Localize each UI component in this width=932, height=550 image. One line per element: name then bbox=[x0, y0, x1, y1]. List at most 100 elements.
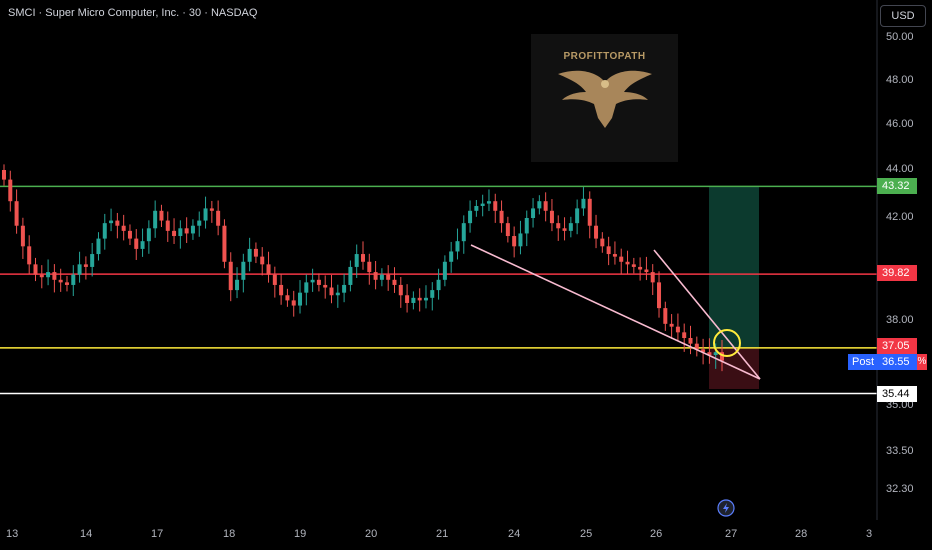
candle bbox=[52, 264, 57, 293]
time-tick: 21 bbox=[436, 528, 449, 540]
candle bbox=[411, 291, 416, 310]
candle bbox=[121, 214, 126, 241]
candle bbox=[638, 257, 643, 281]
candle bbox=[707, 338, 712, 364]
red-level-label: 39.82 bbox=[877, 265, 917, 281]
candle bbox=[310, 268, 315, 292]
candle bbox=[581, 187, 586, 216]
candle bbox=[304, 274, 309, 306]
candle bbox=[197, 211, 202, 237]
candle bbox=[190, 219, 195, 240]
candle bbox=[20, 217, 25, 259]
candle bbox=[657, 271, 662, 318]
candle bbox=[33, 257, 38, 282]
candle bbox=[461, 215, 466, 254]
price-tick: 38.00 bbox=[886, 314, 914, 326]
candle bbox=[612, 241, 617, 265]
candle bbox=[172, 218, 177, 245]
candle bbox=[102, 213, 107, 250]
candle bbox=[493, 193, 498, 223]
eagle-icon bbox=[557, 70, 652, 128]
watermark-logo: PROFITTOPATH bbox=[531, 34, 678, 162]
candle bbox=[694, 336, 699, 357]
current-price-label: 36.55 bbox=[877, 354, 917, 370]
candle bbox=[291, 290, 296, 317]
candle bbox=[480, 194, 485, 217]
price-tick: 35.00 bbox=[886, 399, 914, 411]
candle bbox=[203, 196, 208, 229]
time-tick: 18 bbox=[223, 528, 236, 540]
candle bbox=[71, 265, 76, 297]
candle bbox=[27, 235, 32, 274]
candle bbox=[272, 266, 277, 298]
candle bbox=[549, 199, 554, 232]
price-tick: 42.00 bbox=[886, 211, 914, 223]
candle bbox=[543, 192, 548, 222]
candle bbox=[537, 195, 542, 215]
yellow-level-label: 37.05 bbox=[877, 338, 917, 354]
candle bbox=[316, 273, 321, 292]
candle bbox=[2, 164, 6, 186]
time-tick: 13 bbox=[6, 528, 19, 540]
candle bbox=[178, 220, 183, 249]
candle bbox=[14, 189, 19, 234]
candle bbox=[46, 259, 51, 286]
candle bbox=[631, 257, 636, 274]
time-tick: 26 bbox=[650, 528, 663, 540]
time-tick: 28 bbox=[795, 528, 808, 540]
candle bbox=[449, 241, 454, 273]
candle bbox=[650, 264, 655, 295]
candle bbox=[442, 255, 447, 287]
post-market-tag: Post bbox=[848, 354, 878, 370]
candle bbox=[222, 219, 227, 269]
candle bbox=[146, 220, 151, 254]
candle bbox=[8, 170, 13, 212]
green-level-label: 43.32 bbox=[877, 178, 917, 194]
upper-trendline[interactable] bbox=[653, 249, 761, 380]
candle bbox=[266, 251, 271, 283]
candle bbox=[253, 242, 258, 264]
candle bbox=[430, 282, 435, 311]
candle bbox=[335, 284, 340, 308]
candle bbox=[184, 217, 189, 243]
candle bbox=[524, 210, 529, 247]
candle bbox=[153, 200, 158, 238]
candle bbox=[209, 200, 214, 223]
candle bbox=[669, 314, 674, 339]
candle bbox=[398, 276, 403, 308]
candle bbox=[77, 251, 82, 283]
time-tick: 20 bbox=[365, 528, 378, 540]
time-tick: 27 bbox=[725, 528, 738, 540]
candle bbox=[392, 267, 397, 293]
candle bbox=[379, 268, 384, 287]
time-tick: 3 bbox=[866, 528, 873, 540]
candle bbox=[701, 338, 706, 365]
candle bbox=[423, 285, 428, 309]
candle bbox=[386, 265, 391, 291]
trendlines bbox=[470, 244, 761, 380]
candle bbox=[241, 253, 246, 293]
currency-button[interactable]: USD bbox=[880, 5, 926, 27]
symbol-title[interactable]: SMCI · Super Micro Computer, Inc. · 30 ·… bbox=[8, 7, 258, 19]
candle bbox=[587, 191, 592, 239]
candlesticks bbox=[2, 164, 724, 372]
candle bbox=[675, 313, 680, 342]
lower-trendline[interactable] bbox=[470, 244, 761, 380]
candle bbox=[58, 268, 63, 292]
candle bbox=[279, 273, 284, 305]
candle bbox=[64, 275, 69, 292]
price-tick: 32.30 bbox=[886, 483, 914, 495]
entry-highlight-circle bbox=[713, 329, 741, 357]
time-tick: 25 bbox=[580, 528, 593, 540]
candle bbox=[405, 284, 410, 313]
candle bbox=[436, 268, 441, 300]
candle bbox=[468, 200, 473, 233]
target-zone bbox=[709, 186, 759, 348]
candle bbox=[531, 198, 536, 228]
watermark-text: PROFITTOPATH bbox=[563, 51, 646, 62]
candle bbox=[663, 301, 668, 331]
lightning-icon[interactable] bbox=[717, 499, 735, 517]
candle bbox=[505, 216, 510, 243]
candle bbox=[329, 274, 334, 304]
